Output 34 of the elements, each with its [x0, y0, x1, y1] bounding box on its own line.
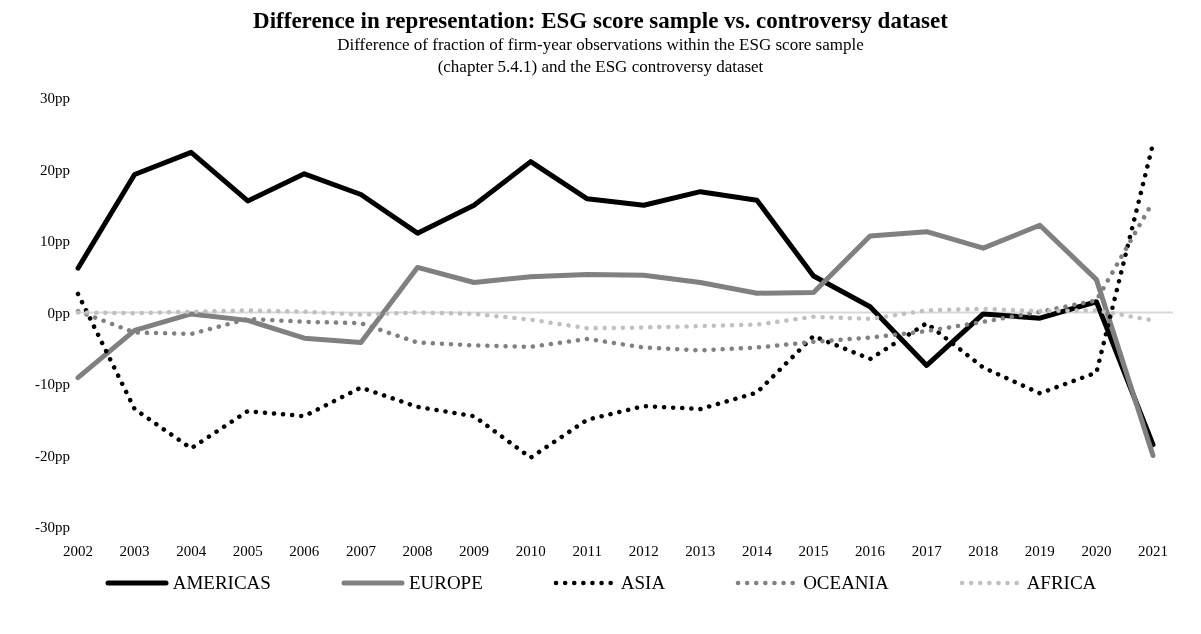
x-tick-label: 2010 — [515, 542, 546, 559]
legend-label: AMERICAS — [171, 572, 271, 594]
y-tick-label: 20pp — [40, 161, 70, 178]
legend-label: AFRICA — [1025, 572, 1097, 594]
chart-subtitle: Difference of fraction of firm-year observations within the ESG score sample (chapter 5.4.1) and the ESG controversy dataset — [336, 34, 865, 78]
x-tick-label: 2007 — [345, 542, 377, 559]
x-tick-label: 2015 — [798, 542, 829, 559]
x-tick-label: 2012 — [628, 542, 659, 559]
x-tick-label: 2020 — [1081, 542, 1112, 559]
y-tick-label: 10pp — [40, 233, 70, 250]
x-tick-label: 2003 — [119, 542, 150, 559]
x-tick-label: 2006 — [289, 542, 320, 559]
y-tick-label: -20pp — [35, 447, 70, 464]
x-tick-label: 2014 — [741, 542, 773, 559]
x-tick-label: 2017 — [911, 542, 943, 559]
y-tick-label: 30pp — [40, 90, 70, 107]
x-tick-label: 2005 — [232, 542, 263, 559]
y-tick-label: -30pp — [35, 519, 70, 536]
x-tick-label: 2004 — [176, 542, 207, 559]
y-tick-label: -10pp — [35, 376, 70, 393]
legend-label: EUROPE — [407, 572, 483, 594]
x-tick-label: 2009 — [459, 542, 490, 559]
legend-label: OCEANIA — [802, 572, 889, 594]
x-tick-label: 2008 — [402, 542, 433, 559]
x-tick-label: 2018 — [968, 542, 999, 559]
legend-label: ASIA — [619, 572, 666, 594]
x-tick-label: 2002 — [63, 542, 93, 559]
x-tick-label: 2011 — [572, 542, 602, 559]
chart-title: Difference in representation: ESG score sample vs. controversy dataset — [252, 8, 949, 34]
y-tick-label: 0pp — [47, 304, 70, 321]
x-tick-label: 2021 — [1138, 542, 1168, 559]
x-tick-label: 2019 — [1024, 542, 1055, 559]
x-tick-label: 2013 — [685, 542, 716, 559]
x-tick-label: 2016 — [855, 542, 886, 559]
